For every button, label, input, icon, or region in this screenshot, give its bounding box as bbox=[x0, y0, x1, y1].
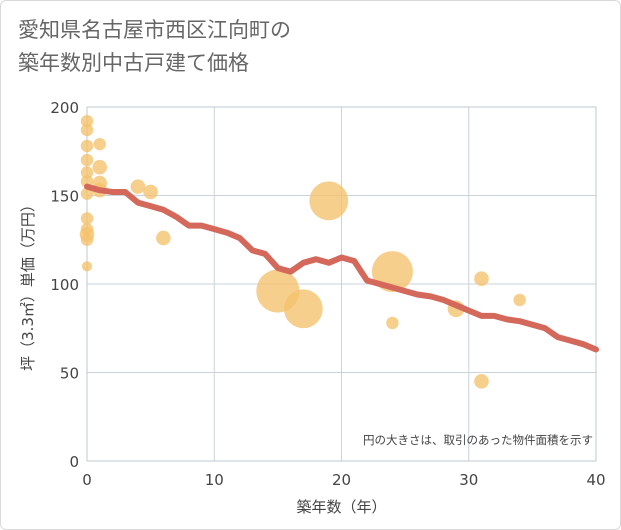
bubble-point bbox=[93, 137, 106, 151]
x-tick-label: 20 bbox=[332, 471, 351, 489]
x-tick-label: 0 bbox=[82, 471, 92, 489]
trend-line bbox=[84, 183, 599, 353]
bubble-point bbox=[386, 316, 399, 330]
bubble-point bbox=[80, 212, 94, 225]
bubble-point bbox=[513, 293, 526, 307]
chart-title: 愛知県名古屋市西区江向町の 築年数別中古戸建て価格 bbox=[18, 14, 291, 80]
y-tick-label: 150 bbox=[50, 188, 79, 206]
x-tick-label: 40 bbox=[586, 471, 605, 489]
bubble-point bbox=[92, 159, 108, 175]
bubble-point bbox=[283, 289, 323, 329]
bubble-point bbox=[156, 230, 171, 246]
bubble-point bbox=[143, 184, 158, 200]
bubble-series bbox=[79, 114, 526, 389]
bubble-point bbox=[474, 374, 489, 389]
x-tick-label: 10 bbox=[205, 471, 224, 489]
y-tick-label: 0 bbox=[69, 453, 79, 471]
plot-area-border bbox=[86, 106, 597, 462]
chart-title-line-2: 築年数別中古戸建て価格 bbox=[18, 51, 249, 75]
bubble-point bbox=[80, 187, 94, 200]
y-tick-label: 100 bbox=[50, 276, 79, 294]
y-axis-label: 坪（3.3㎡）単価（万円） bbox=[19, 197, 37, 371]
x-tick-label: 30 bbox=[459, 471, 478, 489]
bubble-point bbox=[80, 233, 94, 246]
bubble-point bbox=[80, 153, 94, 167]
bubble-point bbox=[80, 114, 94, 128]
grid-lines bbox=[86, 106, 597, 462]
bubble-point bbox=[309, 181, 349, 221]
bubble-point bbox=[81, 261, 93, 272]
x-axis-label: 築年数（年） bbox=[296, 498, 386, 516]
chart-title-line-1: 愛知県名古屋市西区江向町の bbox=[18, 18, 291, 42]
y-tick-label: 200 bbox=[50, 99, 79, 117]
x-axis-ticks: 0 10 20 30 40 bbox=[82, 471, 605, 489]
bubble-point bbox=[474, 271, 489, 286]
bubble-size-note: 円の大きさは、取引のあった物件面積を示す bbox=[363, 433, 593, 447]
bubble-point bbox=[130, 179, 146, 194]
y-tick-label: 50 bbox=[60, 365, 79, 383]
y-axis-ticks: 0 50 100 150 200 bbox=[50, 99, 79, 471]
bubble-point bbox=[80, 139, 94, 153]
bubble-point bbox=[80, 123, 94, 137]
bubble-point bbox=[80, 166, 94, 179]
